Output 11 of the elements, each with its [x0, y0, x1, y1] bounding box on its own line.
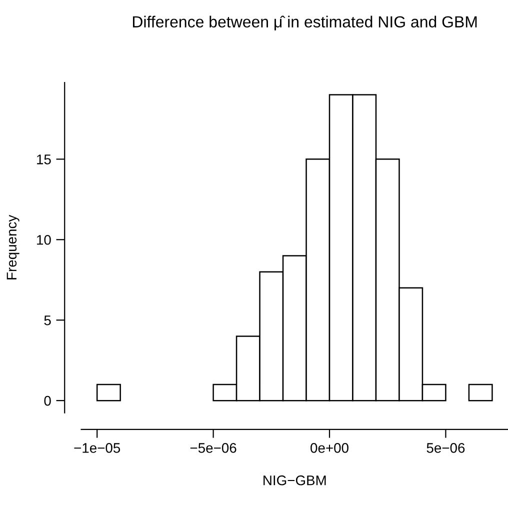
y-tick-label: 5 — [44, 316, 51, 326]
y-tick-label: 0 — [44, 396, 51, 406]
x-tick-label: 5e−06 — [426, 443, 465, 453]
y-tick-label: 15 — [37, 154, 51, 164]
y-axis-title: Frequency — [6, 214, 20, 280]
x-tick-label: −1e−05 — [74, 443, 120, 453]
x-axis-title: NIG−GBM — [264, 475, 326, 486]
x-tick-label: −5e−06 — [190, 443, 236, 453]
y-tick-label: 10 — [37, 234, 51, 245]
x-tick-label: 0e+00 — [310, 443, 348, 453]
chart-title: Difference between μ̂ in estimated NIG and GBM — [132, 16, 477, 30]
